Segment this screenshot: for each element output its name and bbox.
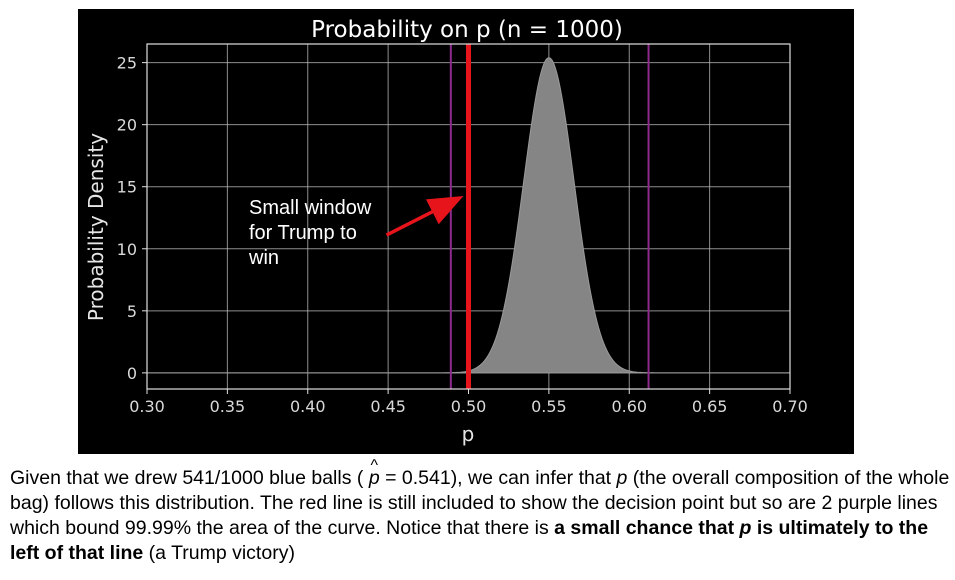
x-axis-title: p [462,422,475,446]
y-tick-label: 20 [117,116,137,135]
y-tick-label: 10 [117,240,137,259]
figure-caption: Given that we drew 541/1000 blue balls (… [10,457,950,566]
caption-part-2: = 0.541), we can infer that [379,467,617,489]
annotation-line-1: Small window [249,197,372,219]
caption-part-4: (a Trump victory) [143,542,295,564]
caption-bold-2: is ultimately to the left of that line [10,517,929,564]
y-tick-label: 15 [117,178,137,197]
x-tick-label: 0.60 [611,397,647,416]
y-ticks: 0 5 10 15 20 25 [117,54,147,383]
y-tick-label: 5 [127,302,137,321]
p-hat-letter: p [368,467,380,489]
caption-bold-p: p [739,517,752,539]
annotation: Small window for Trump to win [248,195,464,269]
p-symbol: p [616,467,628,489]
annotation-arrow [385,195,464,237]
chart-title: Probability on p (n = 1000) [311,17,623,43]
y-axis-title: Probability Density [84,133,108,321]
y-tick-label: 0 [127,364,137,383]
caption-bold-1: a small chance that [554,517,740,539]
x-tick-label: 0.70 [772,397,808,416]
annotation-line-2: for Trump to [249,222,357,244]
x-tick-label: 0.30 [129,397,165,416]
caption-part-1: Given that we drew 541/1000 blue balls ( [10,467,369,489]
caption-part-3: (the overall composition of the whole ba… [10,467,950,539]
y-tick-label: 25 [117,54,137,73]
x-tick-label: 0.50 [451,397,487,416]
x-tick-label: 0.65 [692,397,728,416]
chart-panel: 0.30 0.35 0.40 0.45 0.50 0.55 0.60 0.65 0.70 0 5 1… [78,9,854,454]
x-tick-label: 0.45 [370,397,406,416]
density-chart: 0.30 0.35 0.40 0.45 0.50 0.55 0.60 0.65 0.70 0 5 1… [84,17,808,446]
annotation-line-3: win [248,247,279,269]
x-tick-label: 0.55 [531,397,567,416]
x-tick-label: 0.35 [210,397,246,416]
x-ticks: 0.30 0.35 0.40 0.45 0.50 0.55 0.60 0.65 0.70 [129,389,808,416]
p-hat-symbol: ^ p [368,457,380,491]
hat-accent: ^ [370,457,378,474]
x-tick-label: 0.40 [290,397,326,416]
